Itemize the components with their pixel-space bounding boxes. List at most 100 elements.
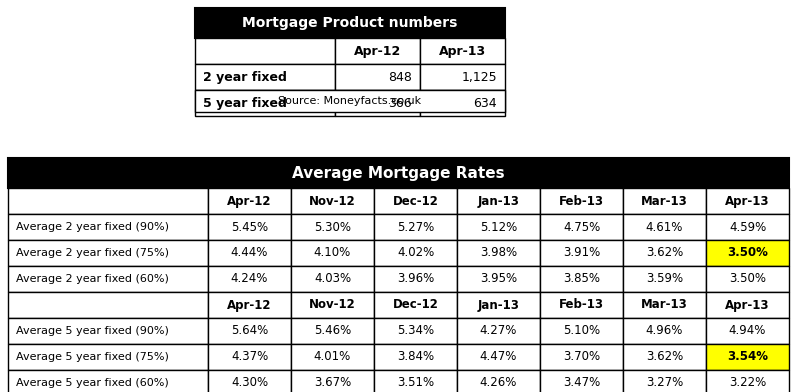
Bar	[291, 214, 374, 240]
Text: Dec-12: Dec-12	[393, 194, 438, 207]
Bar	[335, 90, 420, 116]
Text: Apr-13: Apr-13	[439, 45, 486, 58]
Bar	[420, 64, 505, 90]
Text: Average 2 year fixed (90%): Average 2 year fixed (90%)	[16, 222, 169, 232]
Text: Mar-13: Mar-13	[641, 298, 688, 312]
Bar	[540, 240, 623, 266]
Bar	[374, 214, 457, 240]
Text: Average 5 year fixed (75%): Average 5 year fixed (75%)	[16, 352, 169, 362]
Bar	[706, 318, 789, 344]
Bar	[457, 240, 540, 266]
Text: 5.30%: 5.30%	[314, 221, 351, 234]
Text: 3.70%: 3.70%	[563, 350, 600, 363]
Bar	[540, 214, 623, 240]
Bar	[540, 370, 623, 392]
Bar	[623, 240, 706, 266]
Bar	[374, 188, 457, 214]
Bar	[291, 318, 374, 344]
Text: 4.02%: 4.02%	[397, 247, 434, 260]
Text: Jan-13: Jan-13	[478, 194, 519, 207]
Bar	[208, 188, 291, 214]
Bar	[8, 370, 208, 392]
Text: 4.44%: 4.44%	[231, 247, 268, 260]
Text: Apr-13: Apr-13	[726, 194, 770, 207]
Bar	[8, 214, 208, 240]
Text: Average 2 year fixed (75%): Average 2 year fixed (75%)	[16, 248, 169, 258]
Bar	[457, 266, 540, 292]
Text: 3.67%: 3.67%	[314, 376, 351, 390]
Text: Feb-13: Feb-13	[559, 194, 604, 207]
Text: 4.75%: 4.75%	[563, 221, 600, 234]
Text: Mortgage Product numbers: Mortgage Product numbers	[242, 16, 458, 30]
Bar	[706, 370, 789, 392]
Text: 3.95%: 3.95%	[480, 272, 517, 285]
Bar	[374, 318, 457, 344]
Bar	[420, 38, 505, 64]
Bar	[457, 292, 540, 318]
Bar	[291, 344, 374, 370]
Text: 3.47%: 3.47%	[563, 376, 600, 390]
Text: 4.94%: 4.94%	[729, 325, 766, 338]
Text: Average 2 year fixed (60%): Average 2 year fixed (60%)	[16, 274, 169, 284]
Text: 5.27%: 5.27%	[397, 221, 434, 234]
Text: 4.24%: 4.24%	[231, 272, 268, 285]
Text: 4.30%: 4.30%	[231, 376, 268, 390]
Text: 4.27%: 4.27%	[480, 325, 517, 338]
Bar	[208, 292, 291, 318]
Bar	[540, 266, 623, 292]
Bar	[623, 188, 706, 214]
Text: 4.26%: 4.26%	[480, 376, 517, 390]
Bar	[195, 90, 505, 112]
Bar	[8, 266, 208, 292]
Bar	[540, 318, 623, 344]
Text: 5.12%: 5.12%	[480, 221, 517, 234]
Bar	[420, 90, 505, 116]
Bar	[208, 370, 291, 392]
Bar	[208, 266, 291, 292]
Bar	[706, 214, 789, 240]
Text: 3.50%: 3.50%	[727, 247, 768, 260]
Bar	[457, 344, 540, 370]
Bar	[291, 292, 374, 318]
Bar	[335, 64, 420, 90]
Bar	[195, 8, 505, 38]
Bar	[374, 370, 457, 392]
Text: 3.22%: 3.22%	[729, 376, 766, 390]
Bar	[706, 240, 789, 266]
Text: 4.01%: 4.01%	[314, 350, 351, 363]
Bar	[540, 292, 623, 318]
Text: Jan-13: Jan-13	[478, 298, 519, 312]
Bar	[457, 214, 540, 240]
Bar	[208, 214, 291, 240]
Bar	[623, 370, 706, 392]
Bar	[457, 318, 540, 344]
Bar	[374, 292, 457, 318]
Bar	[540, 188, 623, 214]
Text: 5.10%: 5.10%	[563, 325, 600, 338]
Text: 4.10%: 4.10%	[314, 247, 351, 260]
Bar	[374, 344, 457, 370]
Bar	[623, 292, 706, 318]
Text: 4.37%: 4.37%	[231, 350, 268, 363]
Bar	[623, 214, 706, 240]
Text: 4.03%: 4.03%	[314, 272, 351, 285]
Bar	[291, 188, 374, 214]
Text: Dec-12: Dec-12	[393, 298, 438, 312]
Text: 3.91%: 3.91%	[563, 247, 600, 260]
Bar	[374, 240, 457, 266]
Text: 5.34%: 5.34%	[397, 325, 434, 338]
Bar	[8, 344, 208, 370]
Bar	[8, 318, 208, 344]
Bar	[8, 240, 208, 266]
Text: 366: 366	[388, 96, 412, 109]
Text: Apr-12: Apr-12	[227, 298, 272, 312]
Bar	[623, 318, 706, 344]
Bar	[457, 370, 540, 392]
Text: Average Mortgage Rates: Average Mortgage Rates	[292, 165, 505, 180]
Text: 3.27%: 3.27%	[646, 376, 683, 390]
Bar	[208, 318, 291, 344]
Bar	[8, 292, 208, 318]
Text: 4.61%: 4.61%	[646, 221, 683, 234]
Text: 634: 634	[474, 96, 497, 109]
Bar	[374, 266, 457, 292]
